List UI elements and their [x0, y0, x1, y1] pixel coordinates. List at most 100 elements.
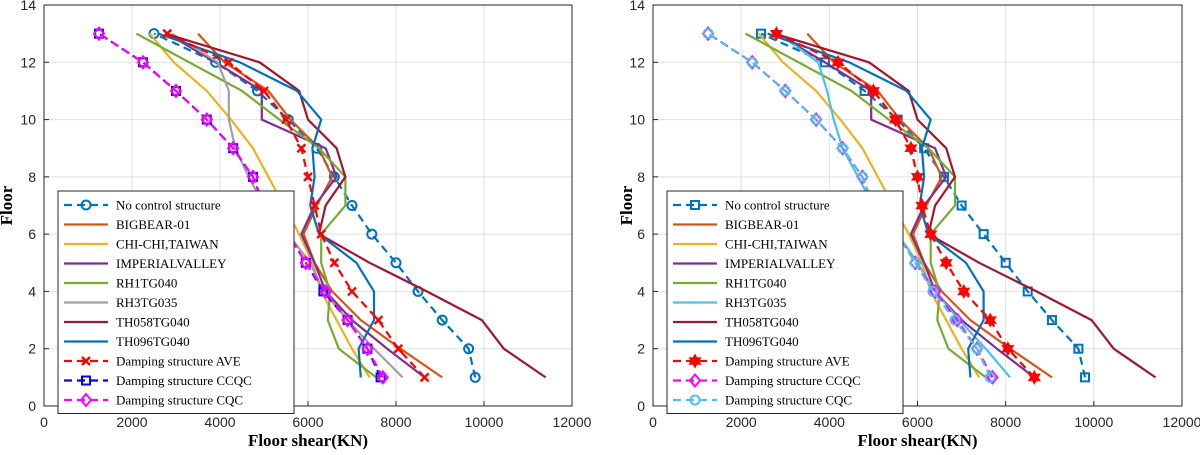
- series-line: [745, 32, 987, 379]
- y-tick-label: 6: [637, 226, 645, 242]
- series-line: [197, 32, 443, 379]
- legend-entry: IMPERIALVALLEY: [673, 256, 836, 271]
- data-point: [376, 369, 390, 385]
- legend-entry: Damping structure CCQC: [673, 372, 861, 389]
- series-rh1tg040: [135, 32, 377, 379]
- data-point: [1073, 343, 1084, 354]
- data-point: [819, 57, 830, 68]
- series-line: [773, 32, 1157, 379]
- data-point: [303, 172, 313, 182]
- data-point: [910, 169, 925, 185]
- data-point: [746, 56, 758, 68]
- legend-label: Damping structure CCQC: [725, 373, 861, 388]
- data-point: [927, 285, 939, 297]
- x-tick-label: 2000: [116, 414, 147, 430]
- series-damping-structure-ave: [769, 26, 1041, 385]
- x-tick-label: 8000: [990, 414, 1021, 430]
- data-point: [463, 343, 475, 355]
- data-point: [246, 169, 260, 185]
- legend: No control structure BIGBEAR-01 CHI-CHI,TA…: [666, 190, 904, 414]
- legend-label: IMPERIALVALLEY: [725, 256, 836, 271]
- y-tick-label: 10: [20, 112, 36, 128]
- legend: No control structure BIGBEAR-01 CHI-CHI,TA…: [57, 190, 295, 414]
- data-point: [1046, 315, 1057, 326]
- y-tick-label: 6: [28, 226, 36, 242]
- data-point: [92, 26, 106, 42]
- data-point: [1001, 341, 1015, 357]
- legend-label: Damping structure AVE: [725, 354, 850, 369]
- data-point: [347, 286, 357, 297]
- legend-label: TH096TG040: [116, 334, 190, 349]
- legend-marker: [690, 200, 700, 210]
- data-point: [949, 314, 961, 326]
- data-point: [1080, 372, 1091, 383]
- legend-entry: Damping structure CQC: [673, 393, 852, 408]
- legend-entry: IMPERIALVALLEY: [64, 256, 227, 271]
- data-point: [136, 54, 150, 70]
- legend-entry: Damping structure AVE: [673, 353, 850, 369]
- legend-label: Damping structure CCQC: [116, 373, 252, 388]
- data-point: [162, 28, 173, 39]
- data-point: [390, 257, 402, 269]
- series-line: [760, 32, 1087, 378]
- legend-entry: BIGBEAR-01: [673, 217, 799, 232]
- legend-label: RH3TG035: [725, 295, 786, 310]
- x-tick-label: 10000: [465, 414, 504, 430]
- data-point: [1027, 369, 1041, 385]
- data-point: [957, 283, 971, 299]
- data-point: [226, 140, 240, 156]
- series-line: [158, 32, 376, 378]
- legend-label: TH058TG040: [725, 315, 799, 330]
- y-tick-label: 0: [28, 398, 36, 414]
- y-tick-label: 2: [637, 341, 645, 357]
- legend-marker: [688, 372, 702, 389]
- series-line: [164, 32, 547, 379]
- y-tick-label: 14: [20, 0, 36, 13]
- legend-marker: [688, 353, 702, 369]
- legend-label: RH1TG040: [725, 276, 786, 291]
- series-line: [806, 32, 1053, 379]
- data-point: [924, 226, 938, 242]
- y-axis-label: Floor: [0, 185, 16, 225]
- y-tick-label: 8: [637, 169, 645, 185]
- legend-entry: RH1TG040: [64, 276, 177, 291]
- data-point: [469, 371, 481, 383]
- series-bigbear-01: [806, 32, 1053, 379]
- x-tick-label: 4000: [204, 414, 235, 430]
- data-point: [984, 371, 996, 383]
- legend-marker: [81, 375, 91, 386]
- data-point: [361, 341, 374, 357]
- legend-entry: TH096TG040: [673, 334, 799, 349]
- data-point: [831, 54, 845, 70]
- legend-label: No control structure: [116, 198, 221, 213]
- legend-entry: CHI-CHI,TAIWAN: [64, 237, 219, 252]
- data-point: [419, 372, 430, 383]
- legend-label: BIGBEAR-01: [725, 217, 799, 232]
- x-tick-label: 8000: [380, 414, 411, 430]
- y-tick-label: 10: [629, 112, 645, 128]
- legend-entry: RH1TG040: [673, 276, 786, 291]
- legend-label: RH1TG040: [116, 276, 177, 291]
- data-point: [915, 197, 929, 214]
- data-point: [769, 26, 784, 42]
- series-th096tg040: [158, 32, 376, 378]
- data-point: [888, 112, 903, 128]
- legend-entry: TH096TG040: [64, 334, 190, 349]
- legend-label: TH096TG040: [725, 334, 799, 349]
- data-point: [971, 343, 983, 355]
- series-line: [135, 32, 377, 379]
- legend-label: Damping structure CQC: [725, 393, 852, 408]
- legend-label: No control structure: [725, 198, 830, 213]
- data-point: [866, 83, 880, 99]
- data-point: [702, 28, 714, 40]
- data-point: [296, 143, 307, 154]
- x-tick-label: 12000: [553, 414, 592, 430]
- data-point: [309, 200, 320, 211]
- x-tick-label: 6000: [292, 414, 323, 430]
- series-no-control-structure: [756, 28, 1091, 383]
- data-point: [329, 257, 340, 268]
- legend-entry: RH3TG035: [64, 295, 177, 310]
- legend-label: Damping structure CQC: [116, 393, 243, 408]
- legend-entry: No control structure: [673, 198, 830, 213]
